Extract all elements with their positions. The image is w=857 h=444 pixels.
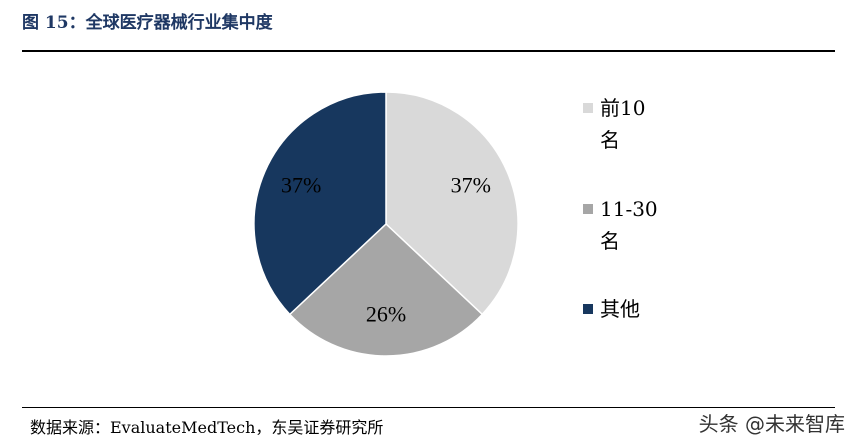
- source-note: 数据来源：EvaluateMedTech，东吴证券研究所: [30, 418, 384, 437]
- legend-label: 11-30名: [600, 197, 658, 253]
- legend-label: 其他: [600, 297, 640, 321]
- title-rule: [22, 50, 835, 52]
- legend-swatch: [583, 204, 593, 214]
- legend-item: 前10名: [583, 92, 658, 156]
- legend-item: 其他: [583, 293, 658, 325]
- legend-label: 前10名: [600, 96, 646, 152]
- chart-title: 图 15：全球医疗器械行业集中度: [22, 13, 273, 33]
- value-label: 37%: [281, 172, 321, 197]
- legend-swatch: [583, 304, 593, 314]
- pie-slice: [288, 222, 484, 357]
- legend-item: 11-30名: [583, 193, 658, 257]
- watermark: 头条 @未来智库: [698, 412, 845, 436]
- pie-slice: [253, 91, 387, 316]
- value-label: 26%: [366, 301, 406, 326]
- pie-slice: [385, 91, 519, 316]
- legend-swatch: [583, 103, 593, 113]
- value-label: 37%: [451, 172, 491, 197]
- footer-rule: [22, 407, 835, 408]
